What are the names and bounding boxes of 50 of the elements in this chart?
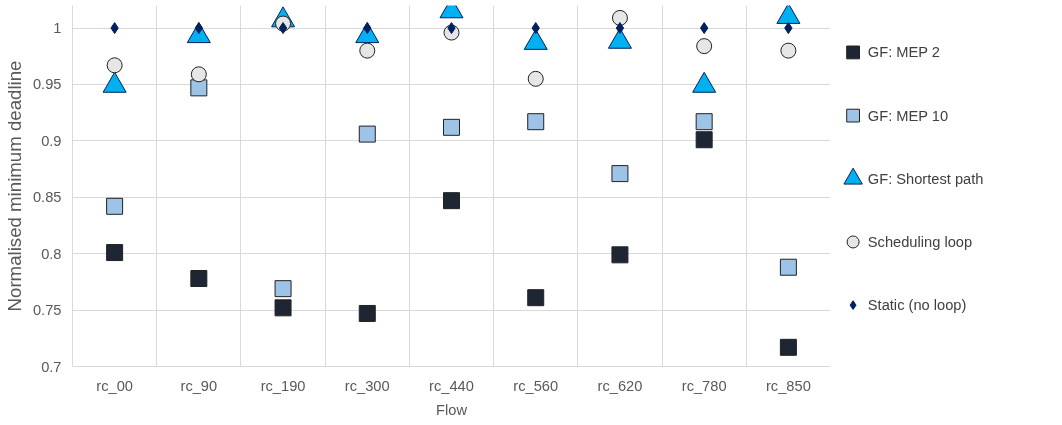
- point: [278, 22, 288, 35]
- x-tick-label: rc_90: [180, 377, 218, 394]
- point: [106, 197, 124, 215]
- x-tick-label: rc_620: [597, 377, 643, 394]
- point: [615, 22, 625, 35]
- point: [527, 113, 545, 131]
- x-tick-label: rc_00: [96, 377, 133, 394]
- point: [359, 42, 376, 59]
- point: [190, 66, 207, 83]
- legend-label: GF: MEP 10: [867, 107, 949, 124]
- x-axis-title: Flow: [436, 401, 468, 418]
- y-tick-label: 0.85: [32, 189, 62, 206]
- x-tick-label: rc_850: [765, 377, 811, 394]
- x-tick-label: rc_440: [429, 377, 474, 394]
- y-tick-label: 0.8: [41, 245, 62, 262]
- y-axis-title: Normalised minimum deadline: [3, 60, 25, 312]
- point: [527, 70, 544, 87]
- point: [358, 304, 376, 322]
- point: [779, 338, 797, 356]
- point: [443, 118, 460, 136]
- point: [274, 280, 292, 298]
- point: [190, 79, 208, 97]
- y-tick-label: 0.75: [32, 302, 62, 319]
- x-tick-label: rc_780: [681, 377, 727, 394]
- legend-label: Scheduling loop: [867, 233, 973, 250]
- x-tick-label: rc_300: [344, 377, 390, 394]
- point: [695, 131, 713, 149]
- y-tick-label: 0.95: [32, 76, 62, 93]
- x-tick-label: rc_560: [513, 377, 559, 394]
- point: [780, 42, 797, 59]
- point: [190, 270, 208, 288]
- y-tick-label: 1: [53, 20, 62, 37]
- legend-label: GF: Shortest path: [867, 170, 984, 187]
- point: [611, 9, 628, 26]
- x-tick-label: rc_190: [260, 377, 306, 394]
- y-tick-label: 0.9: [41, 132, 62, 149]
- point: [696, 38, 713, 55]
- point: [611, 165, 629, 183]
- point: [358, 125, 376, 143]
- point: [274, 299, 292, 317]
- point: [106, 244, 124, 262]
- point: [527, 289, 545, 307]
- point: [611, 246, 629, 264]
- point: [695, 113, 713, 131]
- point: [106, 57, 123, 74]
- legend-label: GF: MEP 2: [867, 44, 941, 61]
- y-tick-label: 0.7: [41, 358, 62, 375]
- legend-label: Static (no loop): [867, 297, 967, 314]
- point: [443, 192, 460, 210]
- point: [779, 258, 797, 276]
